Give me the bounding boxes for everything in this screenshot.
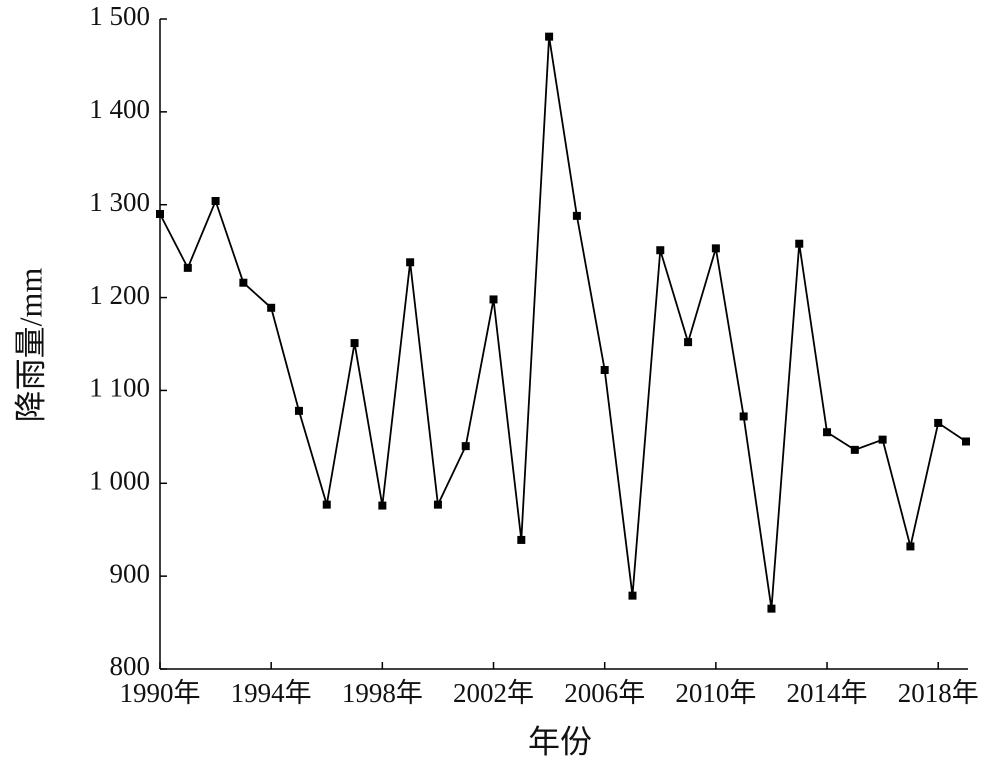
y-tick-label: 1 100 [89, 373, 150, 403]
line [159, 36, 967, 609]
marker [433, 500, 442, 509]
marker [878, 435, 887, 444]
y-tick-label: 900 [110, 558, 151, 588]
marker [572, 211, 581, 220]
marker [795, 239, 804, 248]
marker [934, 418, 943, 427]
marker [767, 604, 776, 613]
y-axis-label: 降雨量/mm [12, 268, 48, 423]
marker [962, 437, 970, 446]
marker [823, 428, 832, 437]
marker [322, 500, 331, 509]
x-axis-label: 年份 [528, 723, 592, 759]
marker [406, 258, 415, 267]
y-tick-label: 1 000 [89, 465, 150, 495]
x-tick-label: 2006年 [564, 678, 645, 708]
marker [545, 32, 554, 41]
marker [378, 501, 387, 510]
x-tick-label: 2014年 [787, 678, 868, 708]
marker [684, 338, 693, 347]
marker [267, 303, 276, 312]
marker [156, 210, 164, 218]
marker [739, 412, 748, 421]
y-tick-label: 1 300 [89, 187, 150, 217]
marker [600, 366, 609, 374]
x-tick-label: 1998年 [342, 678, 423, 708]
y-tick-label: 1 500 [89, 1, 150, 31]
marker [294, 406, 303, 415]
marker [850, 445, 859, 454]
marker [711, 244, 720, 253]
x-tick-label: 2010年 [675, 678, 756, 708]
marker [239, 278, 248, 287]
y-tick-label: 800 [110, 651, 151, 681]
marker [461, 442, 470, 451]
marker [628, 591, 637, 600]
marker [517, 535, 526, 544]
marker [656, 246, 665, 255]
x-tick-label: 1994年 [231, 678, 312, 708]
marker [183, 263, 192, 272]
x-tick-label: 1990年 [120, 678, 201, 708]
marker [211, 197, 220, 205]
marker [350, 339, 359, 348]
y-tick-label: 1 400 [89, 94, 150, 124]
marker [489, 295, 498, 304]
y-tick-label: 1 200 [89, 280, 150, 310]
x-tick-label: 2002年 [453, 678, 534, 708]
marker [906, 542, 915, 551]
x-tick-label: 2018年 [898, 678, 979, 708]
